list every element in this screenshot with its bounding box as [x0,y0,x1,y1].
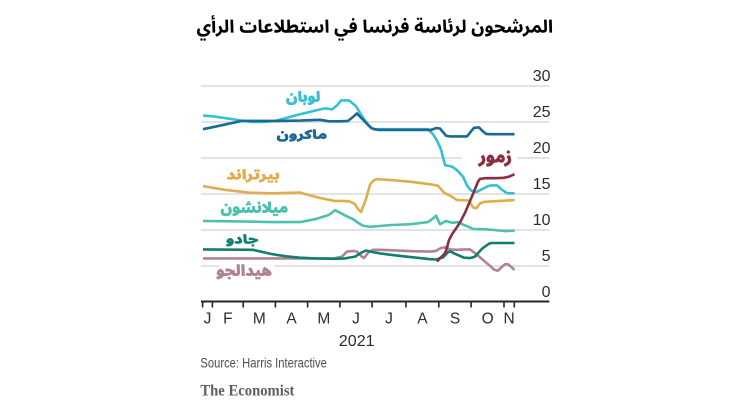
svg-text:A: A [417,311,428,328]
svg-text:J: J [204,311,212,328]
svg-text:0: 0 [542,284,551,301]
svg-text:15: 15 [533,176,551,193]
svg-text:M: M [317,311,330,328]
svg-text:10: 10 [533,212,551,229]
svg-text:M: M [253,311,266,328]
svg-text:25: 25 [533,104,551,121]
svg-text:20: 20 [533,140,551,157]
svg-text:5: 5 [542,248,551,265]
svg-text:Source: Harris Interactive: Source: Harris Interactive [200,355,327,371]
svg-text:J: J [385,311,393,328]
svg-text:N: N [503,311,514,328]
svg-text:J: J [352,311,360,328]
svg-text:2021: 2021 [339,333,375,350]
svg-text:O: O [482,311,494,328]
svg-text:S: S [450,311,460,328]
svg-text:F: F [223,311,232,328]
svg-text:The Economist: The Economist [200,383,295,400]
svg-text:A: A [286,311,297,328]
svg-text:30: 30 [533,68,551,85]
